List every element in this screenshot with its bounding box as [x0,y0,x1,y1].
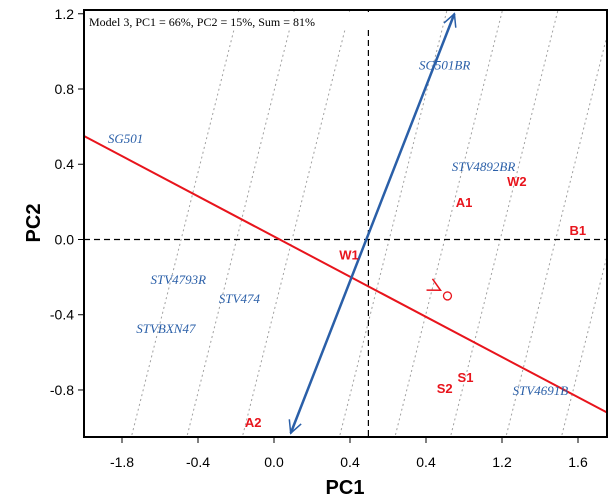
y-axis-ticks: 1.2 0.8 0.4 0.0 -0.4 -0.8 [50,6,84,398]
genotype-label: SG501BR [419,58,470,73]
x-axis-ticks: -1.8 -0.4 0.0 0.4 0.4 1.2 1.6 [110,437,588,470]
x-tick-label: -1.8 [110,454,134,470]
y-axis-title: PC2 [23,204,45,243]
point-labels: SG501BR SG501 STV4892BR STV4793R STV474 STVBX… [108,58,586,430]
y-tick-label: -0.8 [50,382,74,398]
grid-line [505,33,607,437]
y-tick-label: 0.0 [55,231,75,247]
y-tick-label: 1.2 [55,6,75,22]
average-environment-marker [442,291,453,301]
environment-label: W1 [339,248,359,263]
environment-label: A2 [245,415,262,430]
x-tick-label: 0.4 [416,454,436,470]
x-tick-label: -0.4 [186,454,210,470]
grid-line [186,10,295,437]
genotype-label: STV4892BR [452,159,516,174]
y-tick-label: 0.8 [55,81,75,97]
x-tick-label: 0.0 [264,454,284,470]
grid-lines [130,10,607,437]
origin-crosshair [84,10,607,437]
genotype-label: STV4793R [151,272,207,287]
grid-line [560,253,607,437]
ordinate-arrow-down [288,419,302,435]
x-tick-label: 1.6 [568,454,588,470]
genotype-label: STV474 [219,291,261,306]
genotype-label: STV4691B [513,383,569,398]
environment-label: S2 [437,381,453,396]
grid-line [130,10,240,437]
y-tick-label: -0.4 [50,307,74,323]
grid-line [449,10,559,437]
aec-abscissa-line [84,135,607,414]
grid-line [394,10,504,437]
environment-label: B1 [570,223,587,238]
ordinate-arrow-up [443,12,457,28]
aec-lines [84,12,607,435]
grid-line [338,10,448,437]
plot-frame [83,9,608,438]
x-tick-label: 0.4 [340,454,360,470]
abscissa-arrow [426,278,442,292]
environment-label: S1 [458,370,474,385]
environment-label: W2 [507,174,527,189]
environment-label: A1 [456,195,473,210]
annotation-text: Model 3, PC1 = 66%, PC2 = 15%, Sum = 81% [89,15,315,29]
y-tick-label: 0.4 [55,156,75,172]
genotype-label: SG501 [108,131,143,146]
x-tick-label: 1.2 [492,454,512,470]
grid-line [241,10,351,437]
annotation-box: Model 3, PC1 = 66%, PC2 = 15%, Sum = 81% [86,12,386,30]
aec-ordinate-line [289,13,456,434]
genotype-label: STVBXN47 [136,321,196,336]
x-axis-title: PC1 [326,477,365,499]
